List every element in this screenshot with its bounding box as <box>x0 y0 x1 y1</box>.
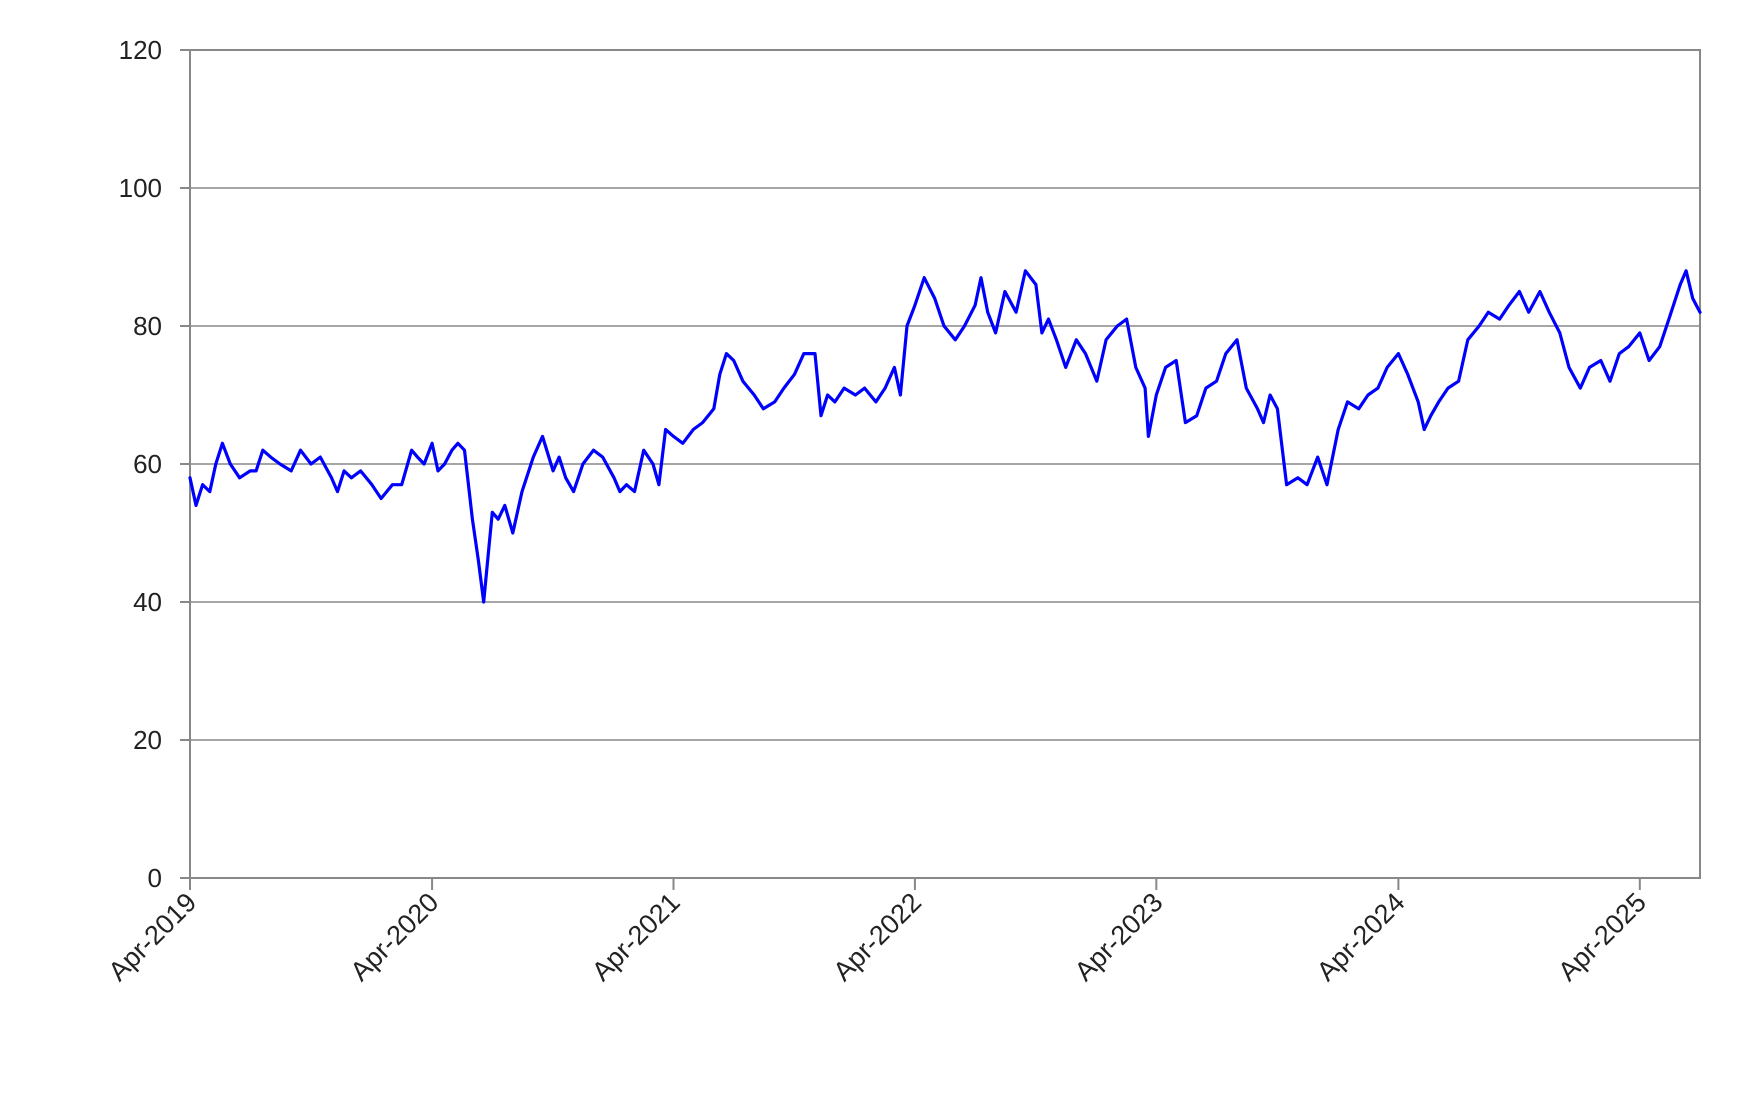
x-tick-label: Apr-2023 <box>1069 887 1169 987</box>
y-tick-label: 40 <box>133 587 162 617</box>
grid-lines <box>190 49 1700 879</box>
y-tick-label: 20 <box>133 725 162 755</box>
y-tick-label: 0 <box>148 863 162 893</box>
x-tick-label: Apr-2021 <box>586 887 686 987</box>
y-tick-label: 60 <box>133 449 162 479</box>
y-tick-label: 120 <box>119 35 162 65</box>
series-line <box>188 269 1702 604</box>
x-tick-label: Apr-2024 <box>1311 887 1411 987</box>
x-axis: Apr-2019 Apr-2020 Apr-2021 Apr-2022 Apr-2023… <box>102 878 1652 987</box>
y-tick-label: 100 <box>119 173 162 203</box>
x-tick-label: Apr-2025 <box>1552 887 1652 987</box>
x-tick-label: Apr-2022 <box>827 887 927 987</box>
x-tick-label: Apr-2019 <box>102 887 202 987</box>
y-axis: 0 20 40 60 80 100 120 <box>119 35 190 893</box>
x-tick-label: Apr-2020 <box>345 887 445 987</box>
y-tick-label: 80 <box>133 311 162 341</box>
